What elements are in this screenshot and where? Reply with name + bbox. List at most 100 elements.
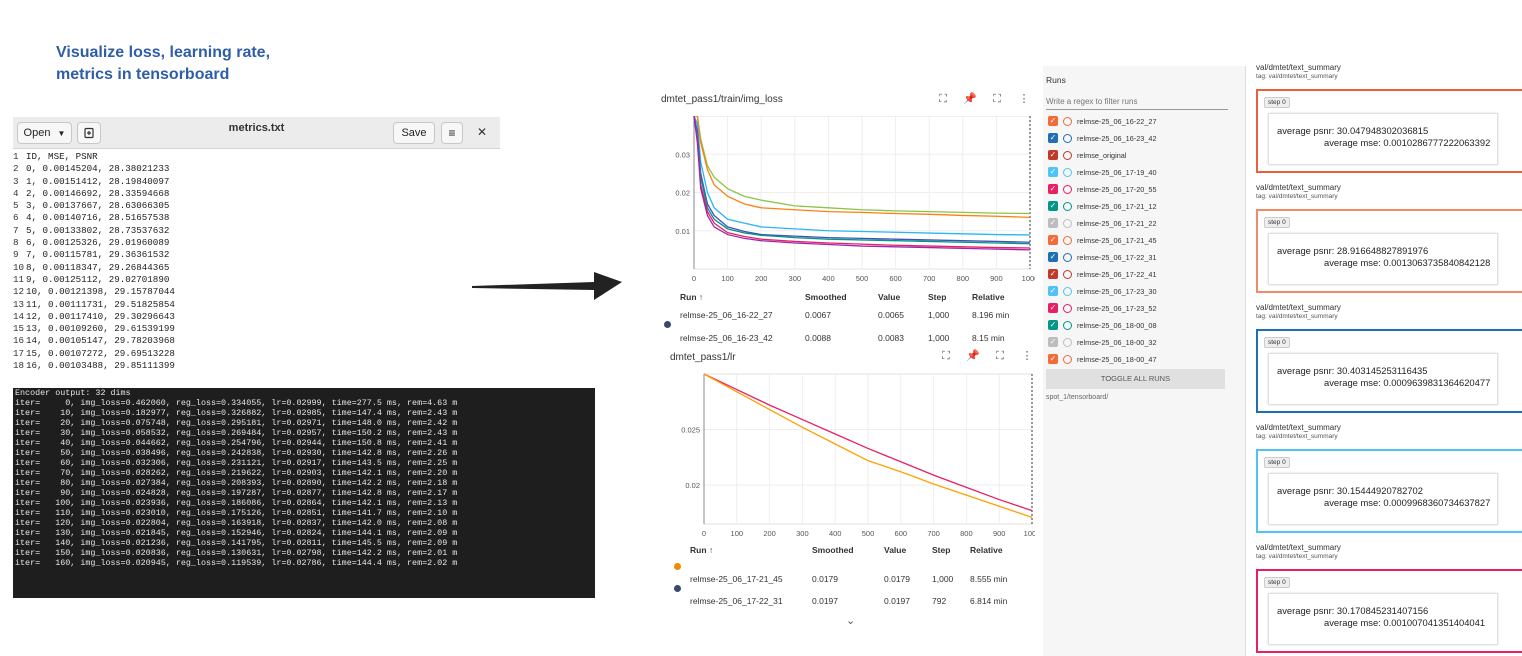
terminal-line: Encoder output: 32 dims [15, 388, 131, 398]
save-button[interactable]: Save [393, 122, 435, 144]
run-checkbox[interactable]: ✓ [1048, 167, 1058, 177]
run-item[interactable]: ✓ relmse-25_06_16-22_27 [1048, 114, 1157, 128]
run-checkbox[interactable]: ✓ [1048, 235, 1058, 245]
run-checkbox[interactable]: ✓ [1048, 218, 1058, 228]
col-step-header: Step [932, 545, 951, 555]
line-text: 9, 0.00125112, 29.02701890 [26, 273, 170, 285]
run-color-circle-icon[interactable] [1063, 269, 1072, 279]
col-run-header[interactable]: Run ↑ [680, 292, 704, 302]
fit-domain-icon[interactable]: ⛶ [939, 93, 947, 105]
run-item[interactable]: ✓ relmse-25_06_17-22_41 [1048, 267, 1157, 281]
step-badge[interactable]: step 0 [1264, 97, 1290, 108]
run-item[interactable]: ✓ relmse-25_06_18-00_32 [1048, 335, 1157, 349]
run-checkbox[interactable]: ✓ [1048, 286, 1058, 296]
run-item[interactable]: ✓ relmse-25_06_18-00_47 [1048, 352, 1157, 366]
toggle-all-runs-button[interactable]: TOGGLE ALL RUNS [1046, 369, 1225, 389]
summary-card: step 0 average psnr: 30.15444920782702 ave… [1256, 449, 1522, 533]
run-color-circle-icon[interactable] [1063, 354, 1072, 364]
run-checkbox[interactable]: ✓ [1048, 150, 1058, 160]
col-value-header: Value [884, 545, 907, 555]
col-run-header[interactable]: Run ↑ [690, 545, 714, 555]
run-item[interactable]: ✓ relmse-25_06_17-20_55 [1048, 182, 1157, 196]
run-checkbox[interactable]: ✓ [1048, 337, 1058, 347]
run-item[interactable]: ✓ relmse-25_06_17-21_22 [1048, 216, 1157, 230]
step-badge[interactable]: step 0 [1264, 217, 1290, 228]
new-document-button[interactable] [77, 122, 101, 144]
run-label: relmse-25_06_16-23_42 [1077, 133, 1157, 143]
run-item[interactable]: ✓ relmse-25_06_18-00_08 [1048, 318, 1157, 332]
run-color-circle-icon[interactable] [1063, 337, 1072, 347]
pin-icon[interactable]: 📌 [966, 350, 980, 362]
fullscreen-icon[interactable]: ⛶ [996, 350, 1004, 362]
fit-domain-icon[interactable]: ⛶ [942, 350, 950, 362]
terminal-line: iter= 70, img_loss=0.028262, reg_loss=0.… [15, 468, 458, 478]
editor-text-area[interactable]: 1 ID, MSE, PSNR 2 0, 0.00145204, 28.3802123… [13, 151, 500, 373]
run-color-circle-icon[interactable] [1063, 286, 1072, 296]
run-color-circle-icon[interactable] [1063, 167, 1072, 177]
run-checkbox[interactable]: ✓ [1048, 252, 1058, 262]
run-item[interactable]: ✓ relmse-25_06_17-21_12 [1048, 199, 1157, 213]
run-checkbox[interactable]: ✓ [1048, 184, 1058, 194]
expand-chevron-icon[interactable]: ⌄ [846, 615, 856, 627]
run-color-circle-icon[interactable] [1063, 116, 1072, 126]
pin-icon[interactable]: 📌 [963, 93, 977, 105]
run-item[interactable]: ✓ relmse-25_06_17-23_52 [1048, 301, 1157, 315]
run-color-circle-icon[interactable] [1063, 320, 1072, 330]
more-vert-icon[interactable]: ⋮ [1018, 93, 1030, 105]
run-checkbox[interactable]: ✓ [1048, 133, 1058, 143]
terminal-line: iter= 60, img_loss=0.032306, reg_loss=0.… [15, 458, 458, 468]
step-badge[interactable]: step 0 [1264, 337, 1290, 348]
runs-title: Runs [1046, 75, 1066, 85]
x-tick-label: 100 [731, 529, 744, 538]
run-color-circle-icon[interactable] [1063, 133, 1072, 143]
editor-title: metrics.txt [228, 122, 285, 134]
psnr-text: average psnr: 30.403145253116435 [1277, 365, 1428, 376]
line-text: 11, 0.00111731, 29.51825854 [26, 298, 175, 310]
table-row-relative: 8.196 min [972, 310, 1010, 320]
run-item[interactable]: ✓ relmse-25_06_17-22_31 [1048, 250, 1157, 264]
x-tick-label: 600 [889, 274, 902, 283]
mse-text: average mse: 0.0010286777222063392 [1324, 137, 1491, 148]
slide-heading: Visualize loss, learning rate, metrics i… [56, 42, 316, 86]
y-tick-label: 0.02 [685, 481, 700, 490]
step-badge[interactable]: step 0 [1264, 457, 1290, 468]
open-button[interactable]: Open ▼ [17, 122, 72, 144]
run-color-circle-icon[interactable] [1063, 184, 1072, 194]
close-icon[interactable]: ✕ [477, 125, 488, 139]
run-checkbox[interactable]: ✓ [1048, 116, 1058, 126]
run-color-circle-icon[interactable] [1063, 201, 1072, 211]
run-item[interactable]: ✓ relmse-25_06_16-23_42 [1048, 131, 1157, 145]
summary-name: val/dmtet/text_summary [1256, 183, 1341, 192]
line-text: 8, 0.00118347, 29.26844365 [26, 261, 170, 273]
run-checkbox[interactable]: ✓ [1048, 269, 1058, 279]
run-color-circle-icon[interactable] [1063, 252, 1072, 262]
x-tick-label: 400 [829, 529, 842, 538]
fullscreen-icon[interactable]: ⛶ [993, 93, 1001, 105]
run-item[interactable]: ✓ relmse-25_06_17-21_45 [1048, 233, 1157, 247]
run-item[interactable]: ✓ relmse_original [1048, 148, 1126, 162]
run-color-circle-icon[interactable] [1063, 150, 1072, 160]
loss-chart-card: dmtet_pass1/train/img_loss ⛶ 📌 ⛶ ⋮ 0 100 2… [660, 90, 1035, 348]
run-item[interactable]: ✓ relmse-25_06_17-23_30 [1048, 284, 1157, 298]
step-badge[interactable]: step 0 [1264, 577, 1290, 588]
table-row-relative: 8.555 min [970, 574, 1008, 584]
run-filter-input[interactable] [1046, 94, 1228, 110]
more-vert-icon[interactable]: ⋮ [1021, 350, 1033, 362]
editor-line: 1 ID, MSE, PSNR [13, 151, 500, 163]
run-item[interactable]: ✓ relmse-25_06_17-19_40 [1048, 165, 1157, 179]
series-line [693, 116, 1031, 236]
hamburger-menu-icon[interactable]: ≡ [441, 122, 463, 144]
editor-line: 2 0, 0.00145204, 28.38021233 [13, 163, 500, 175]
mse-text: average mse: 0.0009968360734637827 [1324, 497, 1491, 508]
run-color-circle-icon[interactable] [1063, 218, 1072, 228]
run-checkbox[interactable]: ✓ [1048, 303, 1058, 313]
table-row-smoothed: 0.0179 [812, 574, 838, 584]
summary-name: val/dmtet/text_summary [1256, 63, 1341, 72]
run-checkbox[interactable]: ✓ [1048, 354, 1058, 364]
run-checkbox[interactable]: ✓ [1048, 320, 1058, 330]
run-color-circle-icon[interactable] [1063, 303, 1072, 313]
run-checkbox[interactable]: ✓ [1048, 201, 1058, 211]
run-color-circle-icon[interactable] [1063, 235, 1072, 245]
